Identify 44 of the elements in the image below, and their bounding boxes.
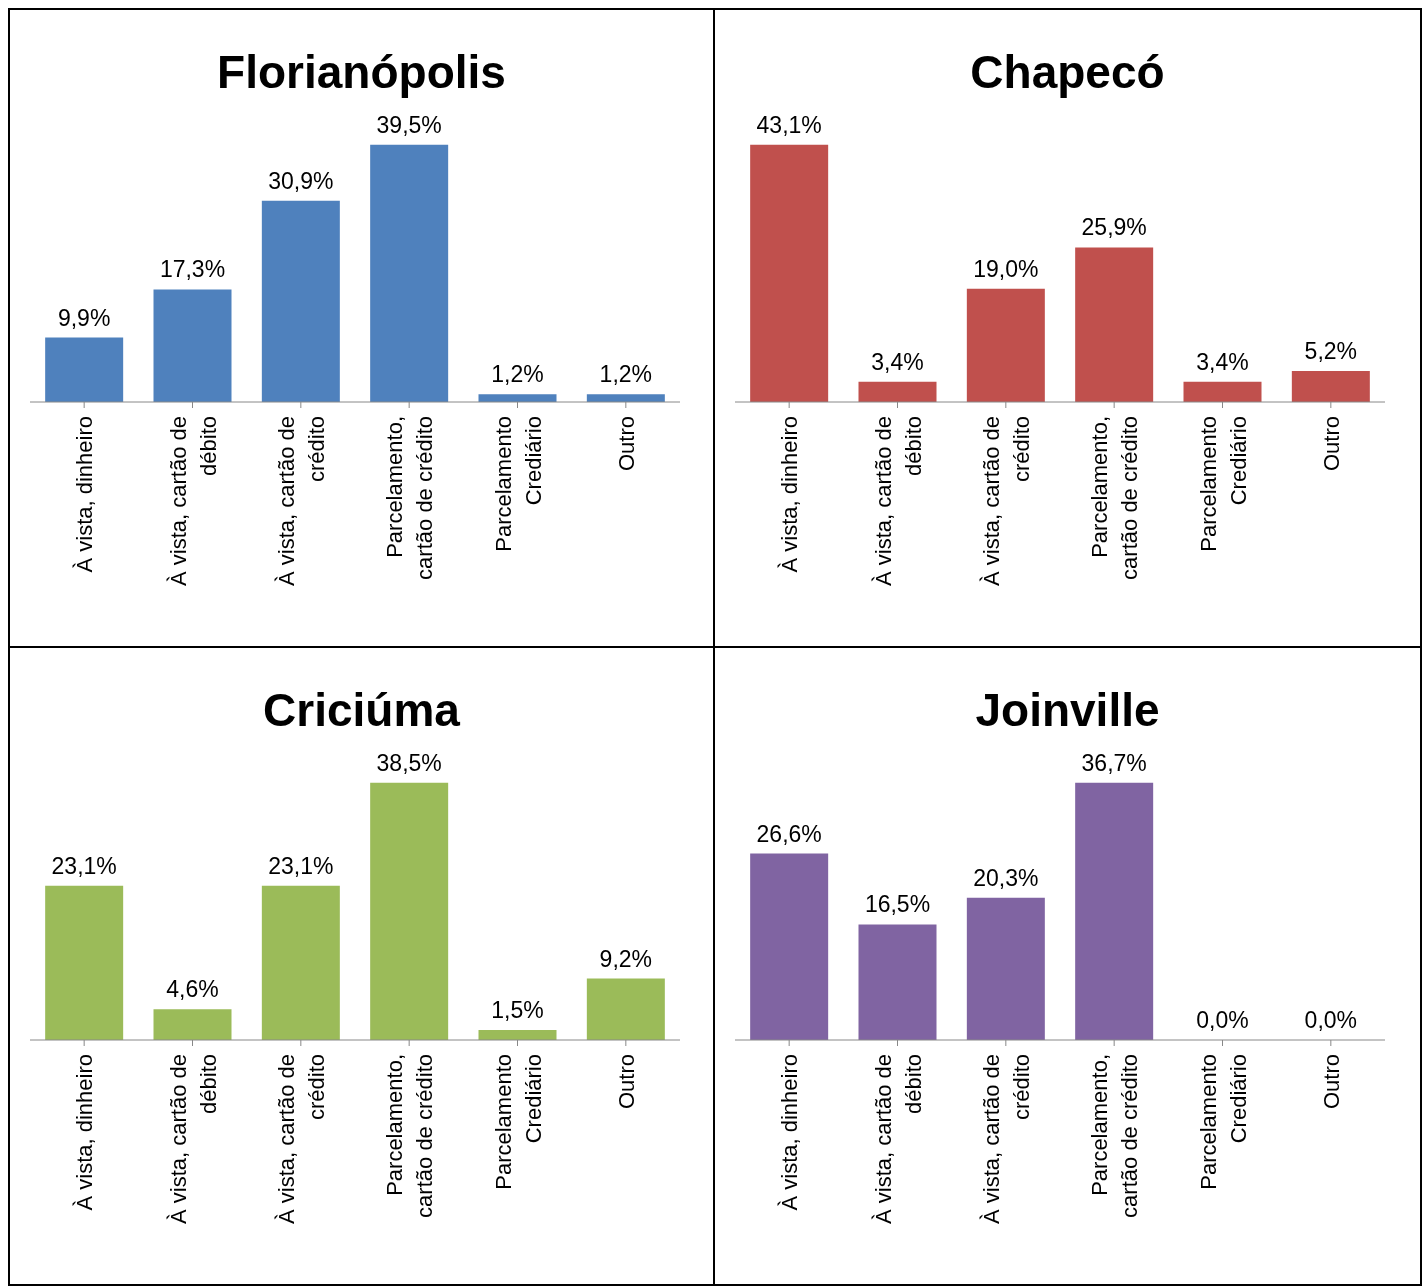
data-label: 3,4%: [1196, 348, 1249, 375]
x-tick-label: À vista, dinheiro: [72, 1054, 98, 1211]
data-label: 0,0%: [1304, 1007, 1358, 1033]
data-label: 25,9%: [1081, 214, 1147, 241]
x-tick-label: À vista, cartão de débito: [870, 1054, 926, 1224]
x-tick-label: À vista, cartão de crédito: [273, 1054, 329, 1224]
x-tick-label: À vista, cartão de débito: [165, 1054, 221, 1224]
chart-title: Criciúma: [262, 683, 461, 736]
data-label: 9,2%: [599, 945, 653, 972]
data-label: 1,2%: [491, 361, 544, 388]
x-tick-label: Outro: [1318, 1054, 1344, 1110]
data-label: 9,9%: [57, 304, 111, 331]
data-label: 17,3%: [159, 256, 226, 283]
chart-title: Chapecó: [969, 45, 1166, 98]
data-label: 26,6%: [756, 820, 822, 847]
x-tick-label: Outro: [1318, 416, 1344, 472]
x-tick-label: À vista, dinheiro: [777, 416, 803, 573]
data-label: 0,0%: [1196, 1007, 1249, 1033]
x-tick-label: Outro: [613, 1054, 639, 1110]
x-tick-label: À vista, dinheiro: [72, 416, 98, 573]
data-label: 19,0%: [973, 255, 1039, 282]
data-label: 16,5%: [864, 891, 931, 918]
data-label: 23,1%: [51, 852, 117, 879]
x-tick-label: À vista, cartão de débito: [870, 416, 926, 586]
x-tick-label: À vista, cartão de crédito: [978, 416, 1034, 586]
data-label: 30,9%: [268, 167, 334, 194]
x-tick-label: À vista, cartão de crédito: [978, 1054, 1034, 1224]
data-label: 1,2%: [599, 361, 653, 388]
data-label: 38,5%: [376, 749, 442, 776]
x-tick-label: À vista, cartão de crédito: [273, 416, 329, 586]
chart-title: Florianópolis: [216, 45, 507, 98]
data-label: 36,7%: [1081, 749, 1147, 776]
data-label: 5,2%: [1304, 337, 1358, 364]
data-label: 39,5%: [376, 111, 442, 138]
data-label: 1,5%: [491, 996, 544, 1023]
data-label: 23,1%: [268, 852, 334, 879]
data-label: 3,4%: [871, 348, 924, 375]
chart-title: Joinville: [974, 683, 1161, 736]
x-tick-label: À vista, cartão de débito: [165, 416, 221, 586]
data-label: 4,6%: [166, 976, 219, 1003]
x-tick-label: À vista, dinheiro: [777, 1054, 803, 1211]
data-label: 43,1%: [756, 111, 822, 138]
x-tick-label: Outro: [613, 416, 639, 472]
data-label: 20,3%: [973, 864, 1039, 891]
